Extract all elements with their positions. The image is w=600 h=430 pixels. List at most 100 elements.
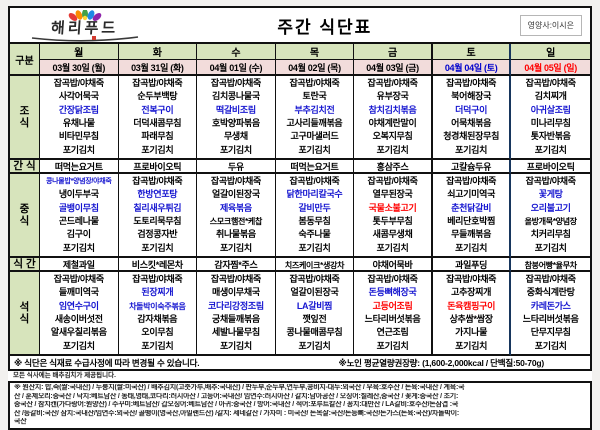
menu-item: 포기김치 — [219, 242, 252, 253]
menu-item: 한방연포탕 — [137, 189, 178, 200]
section-label-breakfast: 조 식 — [10, 76, 40, 160]
menu-item: 춘천닭갈비 — [451, 202, 492, 213]
menu-item: 제철과일 — [62, 260, 95, 270]
table-footnote: ※ 식단은 식재료 수급사정에 따라 변경될 수 있습니다. ※노인 평균열량권장… — [10, 356, 590, 369]
menu-cell-afternoon-snack-day5: 야채어묵바 — [354, 258, 433, 272]
logo-emblem-icon — [68, 9, 102, 21]
menu-item: 잡곡밥/야채죽 — [289, 78, 340, 89]
menu-cell-morning-snack-day2: 프로바이오틱 — [118, 160, 198, 174]
menu-item: 잡곡밥/야채죽 — [53, 274, 104, 285]
menu-item: 고사리들깨볶음 — [286, 118, 343, 129]
weekday-header-6: 토 — [432, 44, 512, 60]
date-header-1: 03월 30일 (월) — [40, 60, 119, 76]
menu-cell-breakfast-day7: 잡곡밥/야채죽 김치찌개 아귀살조림 미나리무침 톳자반볶음 포기김치 — [511, 76, 590, 160]
menu-item: 오복지무침 — [372, 131, 413, 142]
menu-item: 김치콩나물국 — [211, 91, 260, 102]
menu-item: 간장닭조림 — [58, 104, 99, 115]
menu-item: 오이무침 — [141, 327, 174, 338]
menu-item: 된장찌개 — [141, 287, 174, 298]
weekday-header-2: 화 — [118, 44, 198, 60]
menu-item: 잡곡밥/야채죽 — [132, 274, 183, 285]
menu-item: 돈등뼈해장국 — [368, 287, 417, 298]
menu-item: 매생이무채국 — [211, 287, 260, 298]
origin-line: ※ 원산지: 밥,죽(쌀:국내산) / 누룽지(쌀:미국산) / 배추김치(고춧… — [14, 384, 465, 391]
menu-item: 제육볶음 — [219, 202, 252, 213]
menu-item: 포기김치 — [376, 340, 409, 351]
menu-item: 오리불고기 — [530, 202, 571, 213]
menu-item: 잡곡밥/야채죽 — [446, 274, 497, 285]
menu-cell-afternoon-snack-day4: 치즈케이크*생강차 — [275, 258, 355, 272]
menu-cell-lunch-day4: 잡곡밥/야채죽 닭한마리칼국수 갈비만두 봄동무침 숙주나물 포기김치 — [275, 174, 355, 258]
menu-cell-morning-snack-day5: 홍삼주스 — [354, 160, 433, 174]
menu-item: 참붕어빵*율무차 — [524, 261, 578, 270]
menu-item: 열무된장국 — [372, 189, 413, 200]
date-header-4: 04월 02일 (목) — [275, 60, 355, 76]
menu-item: 코다리강정조림 — [207, 300, 264, 311]
menu-item: 톳두부무침 — [372, 216, 413, 227]
menu-cell-breakfast-day2: 잡곡밥/야채죽 순두부백탕 전복구이 더덕새콤무침 파래무침 포기김치 — [118, 76, 198, 160]
origin-line: 국산 — [14, 418, 27, 425]
menu-item: 야채계란말이 — [368, 118, 417, 129]
menu-item: 비타민무침 — [58, 131, 99, 142]
menu-item: 봄동무침 — [298, 216, 331, 227]
menu-item: 홍삼주스 — [376, 162, 409, 172]
menu-item: 과일푸딩 — [455, 260, 488, 270]
menu-item: 잡곡밥/야채죽 — [367, 274, 418, 285]
menu-cell-breakfast-day1: 잡곡밥/야채죽 사각어묵국 간장닭조림 유채나물 비타민무침 포기김치 — [40, 76, 119, 160]
menu-item: 포기김치 — [219, 144, 252, 155]
menu-item: 떠먹는요거트 — [290, 162, 339, 172]
menu-item: 골뱅이무침 — [58, 202, 99, 213]
section-label-lunch: 중 식 — [10, 174, 40, 258]
menu-item: 차돌박이숙주볶음 — [129, 301, 186, 311]
menu-item: 아귀살조림 — [530, 104, 571, 115]
menu-item: 상추쌈*쌈장 — [449, 314, 493, 325]
header-band: 해리푸드 주간 식단표 영양사:이시은 — [10, 8, 590, 44]
menu-item: 포기김치 — [455, 340, 488, 351]
menu-item: 취나물볶음 — [215, 229, 256, 240]
menu-item: 알새우칠리볶음 — [50, 327, 107, 338]
menu-item: 더덕새콤무침 — [133, 118, 182, 129]
menu-item: 청경채된장무침 — [443, 131, 500, 142]
menu-item: 전복구이 — [141, 104, 174, 115]
menu-item: 잡곡밥/야채죽 — [367, 78, 418, 89]
menu-item: 스모크햄전*케찹 — [209, 217, 263, 227]
date-header-6: 04월 04일 (토) — [432, 60, 512, 76]
menu-item: 감자찜*주스 — [214, 260, 258, 270]
menu-item: 얼갈이된장국 — [290, 287, 339, 298]
menu-cell-dinner-day5: 잡곡밥/야채죽 돈등뼈해장국 고등어조림 느타리버섯볶음 연근조림 포기김치 — [354, 272, 433, 356]
menu-item: 곤드레나물 — [58, 216, 99, 227]
menu-item: 치즈케이크*생강차 — [284, 261, 345, 270]
section-label-dinner: 석 식 — [10, 272, 40, 356]
menu-item: 어묵채볶음 — [451, 118, 492, 129]
menu-item: 들깨미역국 — [58, 287, 99, 298]
menu-item: 궁채들깨볶음 — [211, 314, 260, 325]
origin-line: 중국산 / 참치캔(가다랑어:원양산) / 주꾸미:베트남산/ 갑오징어:베트남… — [14, 401, 459, 408]
menu-item: 파래무침 — [141, 131, 174, 142]
menu-item: 포기김치 — [141, 144, 174, 155]
menu-cell-morning-snack-day3: 두유 — [197, 160, 276, 174]
menu-item: 검정콩자반 — [137, 229, 178, 240]
menu-cell-afternoon-snack-day7: 참붕어빵*율무차 — [511, 258, 590, 272]
menu-item: 얼갈이된장국 — [211, 189, 260, 200]
weekday-header-5: 금 — [354, 44, 433, 60]
menu-cell-morning-snack-day6: 고칼슘두유 — [432, 160, 512, 174]
nutritionist-badge: 영양사:이시은 — [519, 14, 582, 36]
logo: 해리푸드 — [10, 9, 160, 42]
date-header-5: 04월 03일 (금) — [354, 60, 433, 76]
menu-item: 콩나물밥*양념장/야채죽 — [46, 178, 112, 186]
menu-item: 국물소불고기 — [368, 202, 417, 213]
menu-item: 새송이버섯전 — [54, 314, 103, 325]
menu-item: 참치김치볶음 — [368, 104, 417, 115]
menu-item: 떡갈비조림 — [215, 104, 256, 115]
section-label-morning-snack: 간 식 — [10, 160, 40, 174]
weekday-header-7: 일 — [511, 44, 590, 60]
menu-item: 꽃게탕 — [538, 189, 563, 200]
menu-item: 포기김치 — [141, 340, 174, 351]
menu-item: 잡곡밥/야채죽 — [446, 78, 497, 89]
menu-item: 포기김치 — [62, 242, 95, 253]
menu-item: 갈비만두 — [298, 202, 331, 213]
menu-item: 세발나물무침 — [211, 327, 260, 338]
menu-item: 포기김치 — [298, 340, 331, 351]
menu-item: 사각어묵국 — [58, 91, 99, 102]
menu-item: LA갈비찜 — [296, 300, 333, 311]
